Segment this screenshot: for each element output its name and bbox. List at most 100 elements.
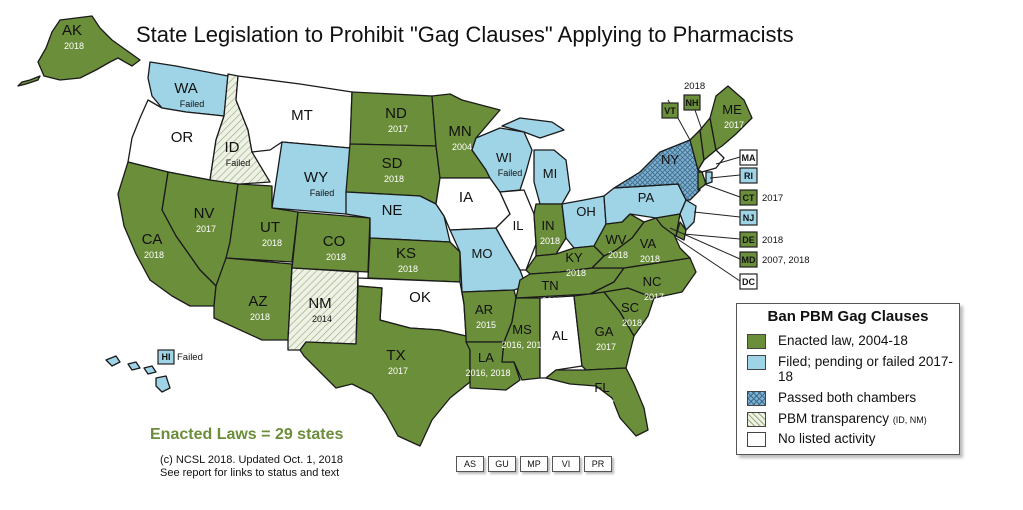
legend-item-filed: Filed; pending or failed 2017-18 [747, 354, 959, 384]
box-CT[interactable] [739, 189, 758, 206]
sublabel-NC: 2017 [644, 292, 664, 302]
sublabel-CO: 2018 [326, 252, 346, 262]
label-NM: NM [308, 295, 331, 312]
box-MD-label: MD [742, 255, 756, 265]
label-OR: OR [171, 129, 194, 146]
legend-swatch-enacted [747, 334, 766, 349]
sublabel-UT: 2018 [262, 238, 282, 248]
territory-GU[interactable]: GU [488, 456, 516, 472]
state-IL[interactable] [495, 189, 537, 271]
state-TX[interactable] [299, 285, 471, 447]
label-AR: AR [475, 302, 493, 317]
territory-VI[interactable]: VI [552, 456, 580, 472]
state-FL[interactable] [545, 367, 649, 437]
label-WV: WV [606, 232, 627, 247]
territory-MP[interactable]: MP [520, 456, 548, 472]
state-CA[interactable] [117, 161, 217, 307]
state-KS[interactable] [367, 237, 461, 283]
northeast-boxes: VT NH 2018 MA RI CT 2017 NJ DE 2018 MD 2… [661, 81, 810, 290]
state-MI[interactable] [533, 149, 571, 205]
label-TN: TN [541, 278, 558, 293]
legend-item-transparency: PBM transparency (ID, NM) [747, 411, 927, 428]
box-MA[interactable] [739, 149, 758, 166]
sublabel-AK: 2018 [64, 41, 84, 51]
box-VT-label: VT [664, 106, 676, 116]
box-DE[interactable] [739, 231, 758, 248]
box-NH-year: 2018 [684, 81, 705, 92]
sublabel-WV: 2018 [608, 250, 628, 260]
map-title: State Legislation to Prohibit "Gag Claus… [136, 22, 794, 47]
label-OH: OH [576, 204, 596, 219]
box-RI-label: RI [744, 171, 753, 181]
label-UT: UT [260, 219, 280, 236]
state-ME[interactable] [709, 85, 753, 151]
box-RI[interactable] [739, 167, 758, 184]
label-KS: KS [396, 245, 416, 262]
label-MI: MI [543, 166, 557, 181]
territory-PR[interactable]: PR [584, 456, 612, 472]
label-SC: SC [621, 300, 639, 315]
label-MT: MT [291, 107, 313, 124]
box-NH-label: NH [686, 98, 699, 108]
box-MD-year: 2007, 2018 [762, 255, 810, 266]
box-NH[interactable] [683, 94, 701, 111]
label-AL: AL [552, 328, 568, 343]
sublabel-TX: 2017 [388, 366, 408, 376]
sublabel-MN: 2004 [452, 142, 472, 152]
label-ND: ND [385, 105, 407, 122]
state-AK-islands [17, 75, 41, 87]
sublabel-ID: Failed [226, 158, 251, 168]
sublabel-NV: 2017 [196, 224, 216, 234]
label-MS: MS [512, 322, 532, 337]
state-RI[interactable] [705, 171, 713, 185]
state-MD[interactable] [655, 213, 681, 237]
label-VA: VA [640, 236, 657, 251]
sublabel-GA: 2017 [596, 342, 616, 352]
state-NJ[interactable] [679, 199, 697, 231]
label-FL: FL [594, 380, 609, 395]
box-DE-label: DE [742, 235, 755, 245]
label-PA: PA [638, 190, 655, 205]
box-NJ[interactable] [739, 209, 758, 226]
box-CT-year: 2017 [762, 193, 783, 204]
label-MN: MN [448, 123, 471, 140]
label-IN: IN [542, 218, 555, 233]
label-NV: NV [194, 205, 215, 222]
label-WA: WA [174, 80, 198, 97]
sublabel-AZ: 2018 [250, 312, 270, 322]
label-TX: TX [386, 347, 405, 364]
state-MT[interactable] [235, 75, 353, 153]
box-VT[interactable] [661, 102, 679, 119]
label-IL: IL [513, 218, 524, 233]
sublabel-VA: 2018 [640, 254, 660, 264]
legend: Ban PBM Gag Clauses Enacted law, 2004-18… [736, 303, 960, 455]
label-WI: WI [496, 150, 512, 165]
credit-note: (c) NCSL 2018. Updated Oct. 1, 2018 See … [160, 454, 344, 479]
legend-title: Ban PBM Gag Clauses [767, 308, 929, 325]
label-NY: NY [661, 152, 679, 167]
label-GA: GA [595, 324, 614, 339]
legend-swatch-filed [747, 355, 766, 370]
sublabel-TN: 2018 [542, 296, 562, 306]
box-HI-label: HI [162, 352, 171, 362]
sublabel-LA: 2016, 2018 [465, 368, 510, 378]
box-DE-year: 2018 [762, 235, 783, 246]
state-CT[interactable] [697, 171, 707, 191]
state-HI[interactable] [105, 355, 171, 393]
box-MD[interactable] [739, 251, 758, 268]
label-AZ: AZ [248, 293, 267, 310]
box-DC-label: DC [742, 277, 755, 287]
legend-swatch-passed [747, 391, 766, 406]
sublabel-WA: Failed [180, 99, 205, 109]
box-DC[interactable] [739, 273, 758, 290]
sublabel-ME: 2017 [724, 120, 744, 130]
legend-swatch-transparency [747, 412, 766, 427]
label-MO: MO [472, 246, 493, 261]
legend-swatch-none [747, 432, 766, 447]
box-HI[interactable] [157, 349, 175, 365]
sublabel-SD: 2018 [384, 174, 404, 184]
territory-AS[interactable]: AS [456, 456, 484, 472]
state-AK[interactable] [37, 15, 141, 81]
state-MI-upper[interactable] [501, 117, 565, 139]
